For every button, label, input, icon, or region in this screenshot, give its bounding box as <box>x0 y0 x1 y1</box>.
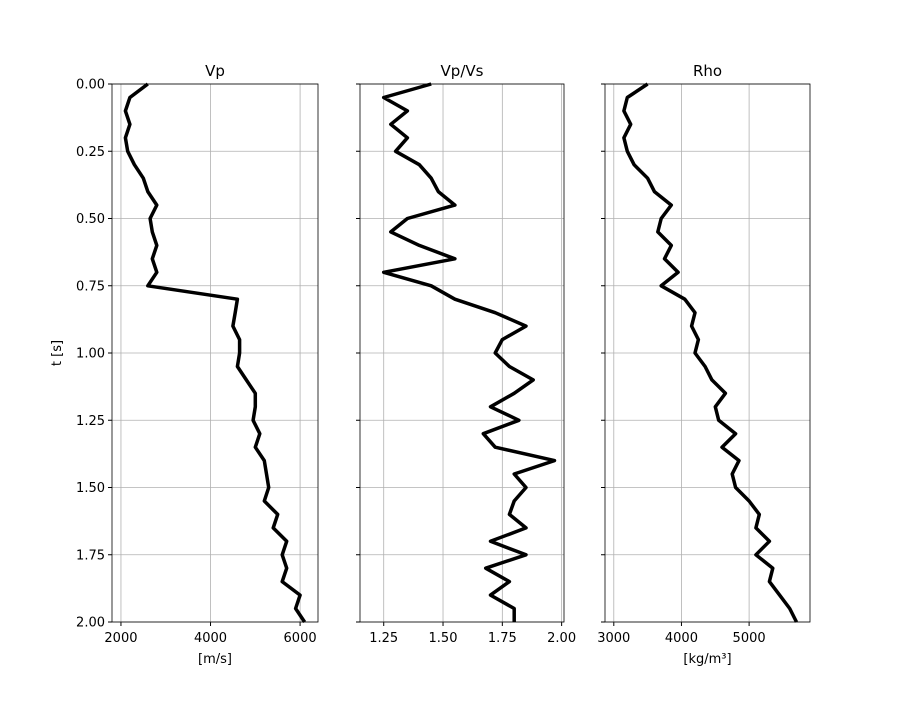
y-axis-label: t [s] <box>50 340 65 366</box>
x-tick-label: 6000 <box>284 631 317 646</box>
subplot-title: Rho <box>693 62 722 80</box>
y-tick-label: 1.00 <box>76 347 105 362</box>
y-tick-label: 2.00 <box>76 616 105 631</box>
y-tick-label: 0.00 <box>76 78 105 93</box>
x-tick-label: 3000 <box>597 631 630 646</box>
axes-frame <box>604 83 811 623</box>
y-tick-label: 0.25 <box>76 145 105 160</box>
subplot-title: Vp/Vs <box>441 62 484 80</box>
x-tick-label: 4000 <box>194 631 227 646</box>
log-curve <box>123 82 307 623</box>
x-axis-label: [m/s] <box>198 652 232 667</box>
x-tick-label: 1.25 <box>369 631 398 646</box>
log-curve <box>622 82 799 623</box>
axes-frame <box>111 83 319 623</box>
y-tick-label: 0.75 <box>76 279 105 294</box>
x-tick-label: 5000 <box>733 631 766 646</box>
y-tick-label: 1.50 <box>76 481 105 496</box>
subplot-title: Vp <box>205 62 225 80</box>
y-tick-label: 1.75 <box>76 548 105 563</box>
x-tick-label: 1.50 <box>429 631 458 646</box>
axes-frame <box>359 83 565 623</box>
x-tick-label: 1.75 <box>488 631 517 646</box>
y-tick-label: 0.50 <box>76 212 105 227</box>
x-tick-label: 2000 <box>104 631 137 646</box>
x-axis-label: [kg/m³] <box>683 652 731 667</box>
y-tick-label: 1.25 <box>76 414 105 429</box>
x-tick-label: 2.00 <box>547 631 576 646</box>
x-tick-label: 4000 <box>665 631 698 646</box>
log-curve <box>381 82 557 622</box>
